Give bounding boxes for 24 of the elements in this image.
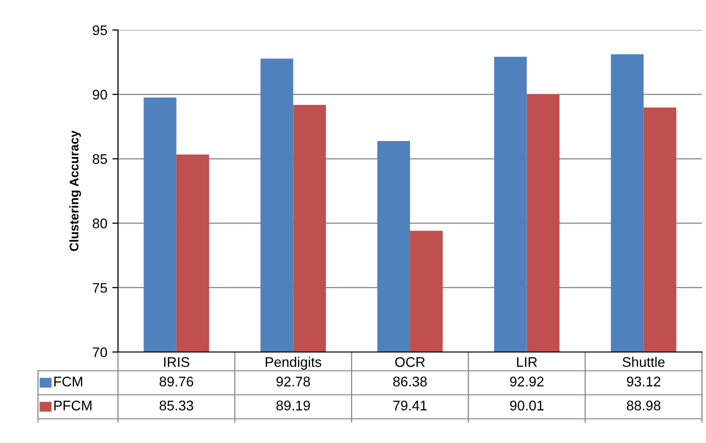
data-label: 90.01 <box>510 400 544 410</box>
data-label: 89.19 <box>276 400 310 410</box>
data-label: 93.12 <box>626 376 660 386</box>
y-axis-title: Clustering Accuracy <box>69 130 82 252</box>
x-tick-label: Pendigits <box>266 356 322 370</box>
y-tick-label: 90 <box>92 90 108 100</box>
x-tick-label: IRIS <box>164 357 190 367</box>
y-tick-label: 70 <box>92 347 108 358</box>
data-label: 92.78 <box>276 376 310 386</box>
legend-label: FCM <box>54 376 82 386</box>
y-tick-label: 75 <box>92 283 108 293</box>
x-tick-label: LIR <box>517 357 537 367</box>
data-label: 92.92 <box>510 376 544 386</box>
y-tick-label: 85 <box>92 154 108 164</box>
data-label: 85.33 <box>160 400 194 410</box>
data-label: 79.41 <box>393 400 427 410</box>
x-tick-label: Shuttle <box>622 356 665 367</box>
data-label: 89.76 <box>160 376 194 386</box>
data-label: 88.98 <box>626 400 660 410</box>
x-tick-label: OCR <box>395 357 425 367</box>
legend-label: PFCM <box>54 400 92 410</box>
y-tick-label: 95 <box>92 25 108 36</box>
data-label: 86.38 <box>393 376 427 386</box>
y-tick-label: 80 <box>92 218 108 228</box>
